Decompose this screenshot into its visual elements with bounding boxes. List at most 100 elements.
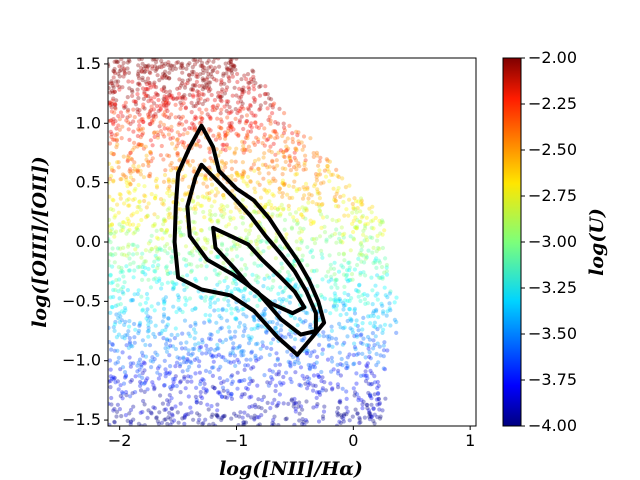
- scatter-point: [152, 222, 157, 227]
- scatter-point: [249, 349, 255, 354]
- scatter-point: [236, 324, 242, 329]
- scatter-point: [198, 294, 203, 299]
- scatter-point: [159, 286, 164, 291]
- scatter-point: [131, 361, 136, 366]
- scatter-point: [178, 379, 183, 384]
- scatter-point: [144, 81, 149, 87]
- scatter-point: [371, 346, 376, 351]
- scatter-point: [231, 345, 236, 350]
- scatter-point: [266, 245, 271, 250]
- scatter-point: [358, 209, 363, 214]
- scatter-point: [301, 167, 306, 172]
- scatter-point: [123, 373, 128, 378]
- scatter-point: [239, 175, 244, 180]
- scatter-point: [337, 321, 342, 326]
- scatter-point: [281, 288, 286, 294]
- scatter-point: [296, 404, 301, 409]
- scatter-point: [292, 155, 297, 160]
- scatter-point: [152, 80, 157, 85]
- scatter-point: [278, 213, 283, 218]
- scatter-point: [167, 153, 172, 159]
- scatter-point: [298, 226, 303, 231]
- scatter-point: [269, 97, 274, 102]
- scatter-point: [189, 100, 194, 105]
- scatter-point: [212, 386, 217, 391]
- scatter-point: [384, 269, 389, 274]
- scatter-point: [111, 179, 116, 184]
- scatter-point: [293, 359, 298, 364]
- scatter-point: [290, 277, 295, 282]
- scatter-point: [196, 90, 201, 95]
- scatter-point: [188, 324, 193, 329]
- scatter-point: [127, 336, 132, 341]
- scatter-point: [277, 392, 282, 397]
- scatter-point: [108, 62, 111, 67]
- scatter-point: [196, 364, 202, 369]
- scatter-point: [288, 360, 293, 365]
- scatter-point: [321, 330, 326, 335]
- scatter-point: [146, 277, 151, 282]
- plot-area: [107, 57, 477, 427]
- scatter-point: [219, 381, 224, 386]
- scatter-point: [365, 361, 370, 366]
- scatter-point: [343, 185, 348, 190]
- scatter-point: [113, 213, 118, 218]
- scatter-point: [130, 298, 135, 303]
- scatter-point: [336, 385, 341, 390]
- scatter-point: [207, 165, 212, 170]
- scatter-point: [384, 272, 390, 277]
- scatter-point: [170, 191, 175, 196]
- scatter-point: [126, 153, 131, 158]
- scatter-point: [247, 376, 252, 381]
- scatter-point: [124, 180, 129, 185]
- scatter-point: [360, 402, 365, 407]
- scatter-point: [170, 279, 175, 285]
- scatter-point: [179, 83, 184, 88]
- scatter-point: [218, 82, 224, 87]
- scatter-point: [208, 72, 213, 77]
- scatter-point: [360, 293, 365, 298]
- scatter-point: [146, 173, 151, 179]
- x-tick-label: 1: [465, 431, 475, 450]
- scatter-point: [122, 201, 127, 206]
- scatter-point: [233, 242, 238, 247]
- scatter-point: [185, 80, 190, 86]
- y-tick-label: 0.0: [76, 232, 101, 251]
- scatter-point: [121, 274, 126, 279]
- contour-outer: [172, 123, 327, 357]
- scatter-point: [142, 70, 147, 75]
- scatter-point: [280, 181, 285, 186]
- scatter-point: [124, 118, 129, 123]
- scatter-point: [162, 248, 167, 253]
- scatter-point: [142, 198, 147, 204]
- scatter-point: [364, 253, 369, 258]
- scatter-point: [124, 231, 129, 236]
- scatter-point: [376, 383, 381, 388]
- scatter-point: [308, 136, 313, 141]
- scatter-point: [349, 272, 355, 277]
- scatter-point: [218, 326, 223, 331]
- scatter-point: [153, 91, 158, 96]
- scatter-point: [248, 103, 253, 109]
- scatter-point: [281, 150, 286, 155]
- scatter-point: [162, 407, 167, 412]
- scatter-point: [170, 141, 175, 146]
- scatter-point: [176, 298, 181, 303]
- scatter-point: [252, 315, 257, 320]
- scatter-point: [109, 109, 114, 114]
- scatter-point: [158, 120, 163, 125]
- scatter-point: [176, 295, 181, 300]
- colorbar-tick-label: −2.75: [528, 186, 577, 205]
- scatter-point: [185, 158, 191, 163]
- scatter-point: [110, 102, 115, 107]
- scatter-point: [138, 172, 143, 177]
- scatter-point: [260, 340, 265, 345]
- scatter-point: [146, 334, 151, 339]
- scatter-point: [270, 401, 275, 406]
- scatter-point: [226, 99, 231, 104]
- scatter-point: [216, 352, 221, 357]
- scatter-point: [108, 385, 113, 390]
- scatter-point: [323, 388, 329, 393]
- scatter-point: [108, 81, 111, 86]
- scatter-point: [210, 373, 215, 378]
